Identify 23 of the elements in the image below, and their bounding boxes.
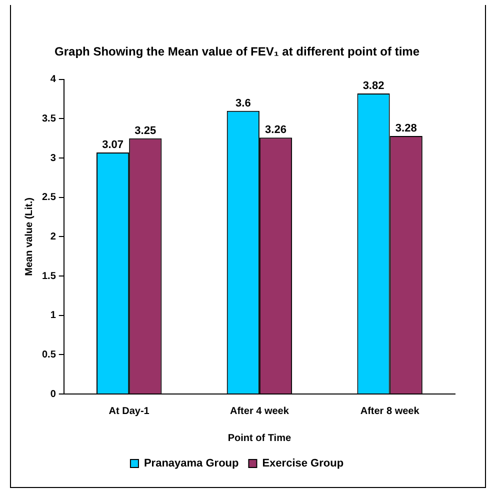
- y-tick-label: 0: [50, 388, 56, 400]
- x-tick-label: After 8 week: [360, 406, 420, 417]
- x-tick-label: After 4 week: [230, 406, 290, 417]
- legend-label: Exercise Group: [262, 458, 344, 470]
- y-tick-label: 2: [50, 231, 56, 242]
- y-tick-label: 2.5: [42, 192, 56, 204]
- chart-title: Graph Showing the Mean value of FEV₁ at different point of time: [54, 44, 420, 59]
- data-label: 3.6: [236, 97, 251, 110]
- y-tick-label: 3.5: [42, 113, 56, 124]
- x-axis-title: Point of Time: [228, 432, 292, 444]
- y-axis-title: Mean value (Lit.): [24, 198, 35, 276]
- data-label: 3.26: [265, 124, 286, 136]
- y-tick-label: 1.5: [42, 270, 56, 282]
- x-tick-label: At Day-1: [108, 406, 150, 417]
- y-tick-label: 0.5: [42, 349, 56, 360]
- data-label: 3.07: [102, 139, 124, 152]
- data-label: 3.28: [395, 122, 417, 135]
- y-tick-label: 4: [50, 74, 56, 86]
- data-label: 3.82: [362, 80, 384, 92]
- legend-label: Pranayama Group: [144, 458, 240, 470]
- y-tick-label: 1: [50, 310, 56, 322]
- y-tick-label: 3: [50, 152, 56, 164]
- data-label: 3.25: [134, 124, 156, 137]
